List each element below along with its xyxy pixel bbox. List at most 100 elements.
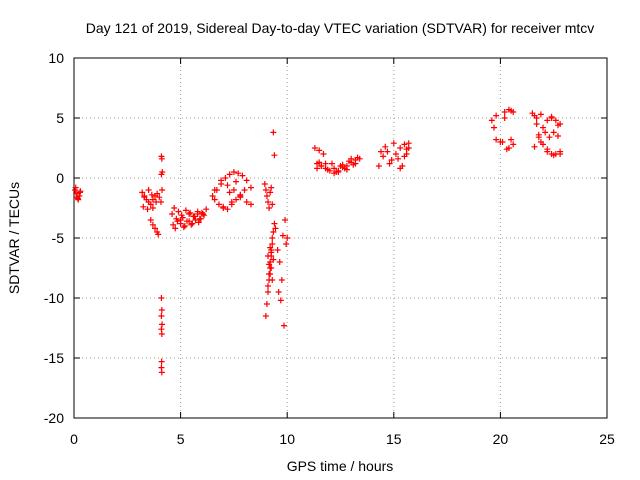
x-tick-label: 10 [279,431,295,447]
data-point [194,208,201,215]
data-point [199,211,206,217]
data-point [211,187,218,193]
data-point [265,283,272,289]
data-point [269,235,276,241]
data-point [508,136,515,143]
x-axis-label: GPS time / hours [287,458,394,474]
data-point [158,295,165,301]
data-point [499,139,506,145]
y-tick-label: -10 [44,290,64,306]
data-point [281,322,288,329]
data-point [158,155,165,162]
data-point [271,152,278,159]
data-point [352,160,359,167]
data-point [542,129,549,136]
data-point [186,211,193,217]
data-point [275,289,282,295]
data-point [279,232,286,239]
data-point [220,205,227,211]
plot-area-border [73,57,608,419]
y-tick-label: -5 [52,230,65,246]
data-point [557,151,564,157]
data-point [233,178,240,185]
data-point [272,225,279,232]
data-point [316,159,323,166]
data-point [278,277,285,283]
y-tick-label: -15 [44,350,64,366]
data-point [265,289,272,295]
x-tick-label: 5 [177,431,185,447]
data-point [158,369,165,376]
data-point [261,181,268,187]
data-point [375,163,382,169]
data-point [181,223,188,229]
data-point [233,196,240,203]
data-point [215,201,222,208]
data-point [267,189,274,196]
data-point [269,241,276,247]
data-point [510,141,517,148]
data-point [316,147,323,154]
data-point [239,172,246,179]
data-point [156,194,163,201]
data-point [263,193,270,199]
data-point [267,271,274,277]
y-tick-label: 10 [48,50,64,66]
data-point [145,187,152,193]
data-point [230,187,237,193]
data-point [380,153,387,160]
data-point [72,184,79,191]
data-point [503,146,510,153]
data-point [178,212,185,219]
data-point [501,109,508,115]
data-point [197,215,204,222]
data-point [267,244,274,251]
data-point [158,358,165,365]
data-point [265,199,272,205]
data-point [170,221,177,228]
data-point [405,140,412,147]
data-point [403,146,410,153]
data-point [318,163,325,169]
data-point [262,313,269,319]
data-point [531,143,538,150]
data-point [401,141,408,148]
x-tick-label: 25 [599,431,615,447]
data-point [158,331,165,337]
data-point [203,206,210,213]
data-point [540,124,547,131]
data-point [283,241,290,247]
data-point [554,122,561,129]
data-point [187,209,194,216]
data-point [354,154,361,161]
data-point [224,182,231,189]
data-point [348,155,355,162]
data-point [158,313,165,319]
data-point [218,177,225,184]
data-points [72,106,564,376]
data-point [343,166,350,173]
data-point [191,213,198,220]
data-point [339,161,346,168]
axis-ticks: 0 5 10 15 20 25 -20 -15 -10 -5 0 5 10 [44,50,615,447]
data-point [544,117,551,124]
y-axis-label: SDTVAR / TECUs [6,182,22,294]
data-point [243,199,250,205]
data-point [395,155,402,162]
data-point [397,165,404,172]
data-point [322,160,329,167]
x-tick-label: 20 [493,431,509,447]
data-point [226,171,233,178]
chart-title: Day 121 of 2019, Sidereal Day-to-day VTE… [86,20,595,36]
data-point [270,229,277,235]
data-point [501,115,508,121]
data-point [73,190,80,197]
data-point [397,145,404,151]
data-point [268,249,275,256]
data-point [263,301,270,307]
data-point [241,187,248,193]
data-point [493,112,500,119]
data-point [152,225,159,232]
data-point [169,211,176,217]
data-point [314,165,321,172]
